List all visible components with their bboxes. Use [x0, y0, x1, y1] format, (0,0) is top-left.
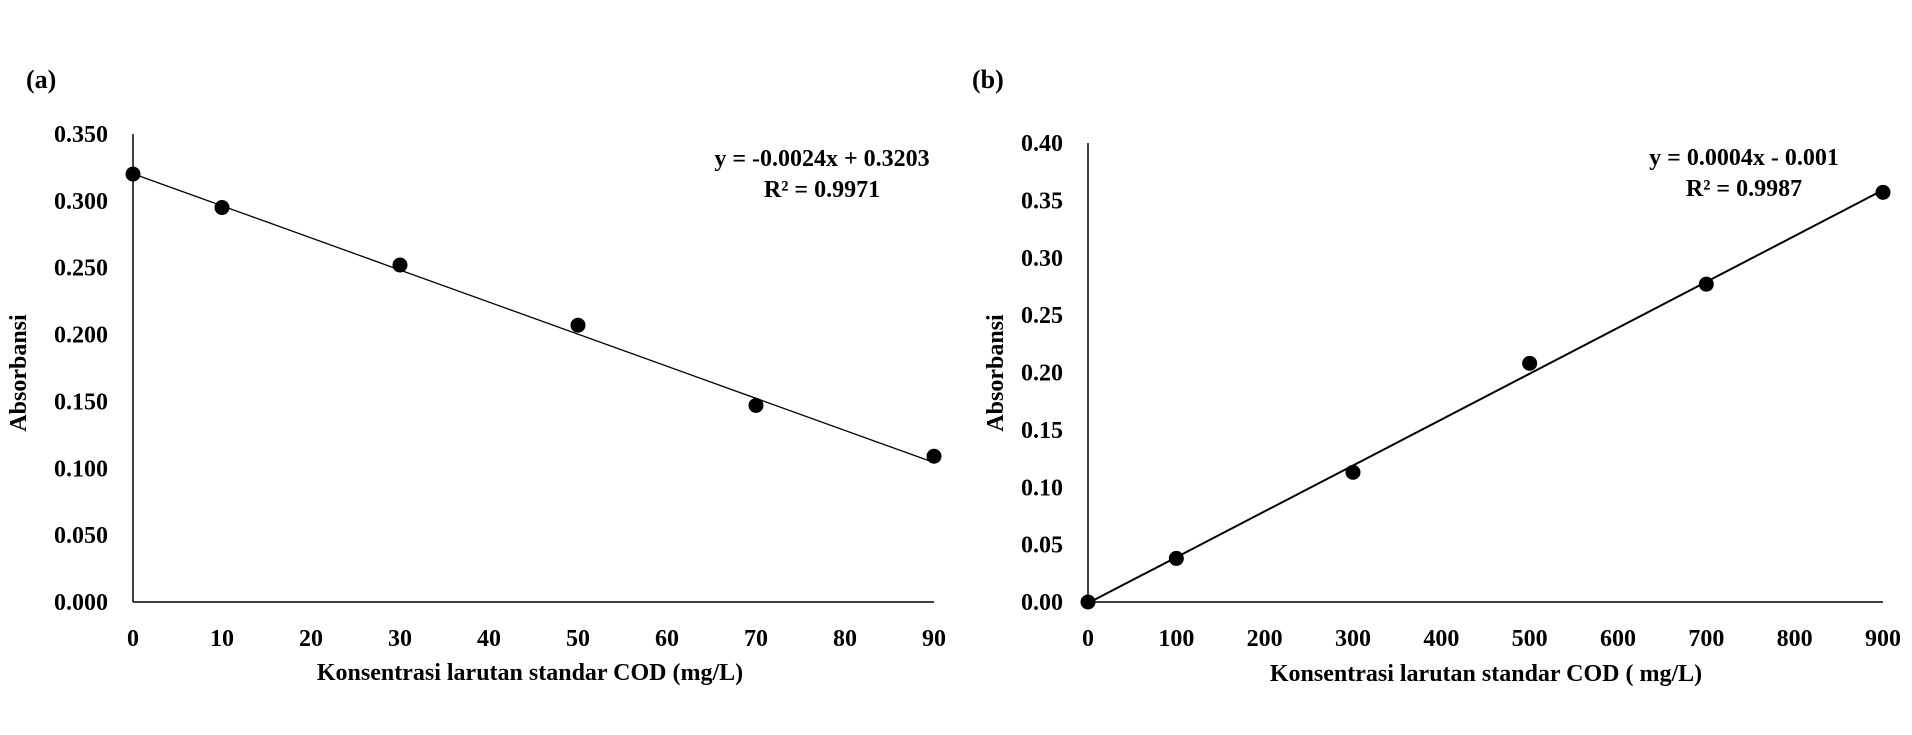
panel-b-y-tick-label: 0.10 — [1021, 475, 1063, 501]
panel-b-data-point — [1080, 594, 1096, 610]
panel-a-label: (a) — [26, 65, 56, 94]
panel-a-ylabel: Absorbansi — [6, 314, 32, 432]
panel-a-x-tick-label: 0 — [127, 626, 139, 652]
panel-a-x-tick-label: 10 — [210, 626, 234, 652]
panel-b-y-tick-label: 0.05 — [1021, 533, 1063, 559]
panel-b-ylabel: Absorbansi — [983, 314, 1009, 432]
panel-b-trendline-group — [1087, 189, 1884, 605]
panel-b-y-tick-label: 0.00 — [1021, 590, 1063, 616]
panel-a-x-tick-label: 20 — [299, 626, 323, 652]
panel-a-points — [125, 166, 942, 464]
panel-b-x-tick-label: 500 — [1512, 626, 1548, 652]
panel-a-equation: y = -0.0024x + 0.3203 — [714, 146, 929, 172]
chart-panel-b: (b) Absorbansi Konsentrasi larutan stand… — [972, 65, 1901, 687]
panel-b-x-tick-label: 700 — [1688, 626, 1724, 652]
panel-a-data-point — [926, 448, 942, 464]
panel-b-axes: 0.00 0.05 0.10 0.15 0.20 0.25 0.30 0.35 0.40 0 100… — [1021, 131, 1901, 652]
panel-b-y-tick-label: 0.15 — [1021, 418, 1063, 444]
panel-a-trendline-group — [132, 173, 935, 464]
panel-a-y-tick-label: 0.350 — [54, 122, 108, 148]
panel-b-label: (b) — [972, 65, 1004, 94]
panel-a-trendline — [132, 173, 935, 464]
panel-a-y-tick-label: 0.050 — [54, 523, 108, 549]
panel-b-data-point — [1168, 550, 1184, 566]
panel-b-x-tick-label: 900 — [1865, 626, 1901, 652]
panel-a-x-tick-label: 60 — [655, 626, 679, 652]
panel-b-x-tick-label: 100 — [1158, 626, 1194, 652]
panel-b-y-tick-label: 0.40 — [1021, 131, 1063, 157]
panel-b-y-tick-label: 0.30 — [1021, 246, 1063, 272]
panel-a-y-tick-label: 0.000 — [54, 590, 108, 616]
panel-a-data-point — [570, 317, 586, 333]
panel-a-r-squared: R² = 0.9971 — [764, 177, 880, 203]
panel-b-data-point — [1875, 184, 1891, 200]
panel-b-x-tick-label: 0 — [1082, 626, 1094, 652]
panel-b-data-point — [1698, 276, 1714, 292]
panel-b-data-point — [1345, 464, 1361, 480]
panel-b-data-point — [1522, 355, 1538, 371]
panel-a-x-tick-label: 70 — [744, 626, 768, 652]
panel-b-y-tick-label: 0.25 — [1021, 303, 1063, 329]
panel-b-points — [1080, 184, 1891, 610]
panel-a-x-tick-label: 50 — [566, 626, 590, 652]
panel-a-y-tick-label: 0.150 — [54, 389, 108, 415]
panel-a-x-tick-label: 40 — [477, 626, 501, 652]
panel-b-x-tick-label: 400 — [1423, 626, 1459, 652]
panel-b-trendline — [1087, 189, 1884, 605]
panel-b-y-tick-label: 0.35 — [1021, 188, 1063, 214]
panel-a-data-point — [125, 166, 141, 182]
panel-a-y-tick-label: 0.250 — [54, 256, 108, 282]
panel-a-y-tick-label: 0.200 — [54, 323, 108, 349]
panel-a-x-tick-label: 90 — [922, 626, 946, 652]
panel-b-y-tick-label: 0.20 — [1021, 361, 1063, 387]
panel-b-xlabel: Konsentrasi larutan standar COD ( mg/L) — [1270, 661, 1702, 687]
panel-a-x-tick-label: 30 — [388, 626, 412, 652]
panel-b-x-tick-label: 200 — [1247, 626, 1283, 652]
panel-a-y-tick-label: 0.300 — [54, 189, 108, 215]
panel-a-x-tick-label: 80 — [833, 626, 857, 652]
panel-a-data-point — [214, 200, 230, 216]
panel-b-x-tick-label: 600 — [1600, 626, 1636, 652]
panel-b-x-tick-label: 800 — [1777, 626, 1813, 652]
panel-b-r-squared: R² = 0.9987 — [1686, 176, 1802, 202]
panel-a-xlabel: Konsentrasi larutan standar COD (mg/L) — [317, 660, 743, 686]
panel-a-axes: 0.000 0.050 0.100 0.150 0.200 0.250 0.300 0.350… — [54, 122, 946, 652]
panel-b-equation: y = 0.0004x - 0.001 — [1649, 145, 1839, 171]
panel-a-data-point — [392, 257, 408, 273]
chart-panel-a: (a) Absorbansi Konsentrasi larutan stand… — [6, 65, 946, 686]
panel-b-x-tick-label: 300 — [1335, 626, 1371, 652]
panel-a-data-point — [748, 397, 764, 413]
panel-a-y-tick-label: 0.100 — [54, 456, 108, 482]
